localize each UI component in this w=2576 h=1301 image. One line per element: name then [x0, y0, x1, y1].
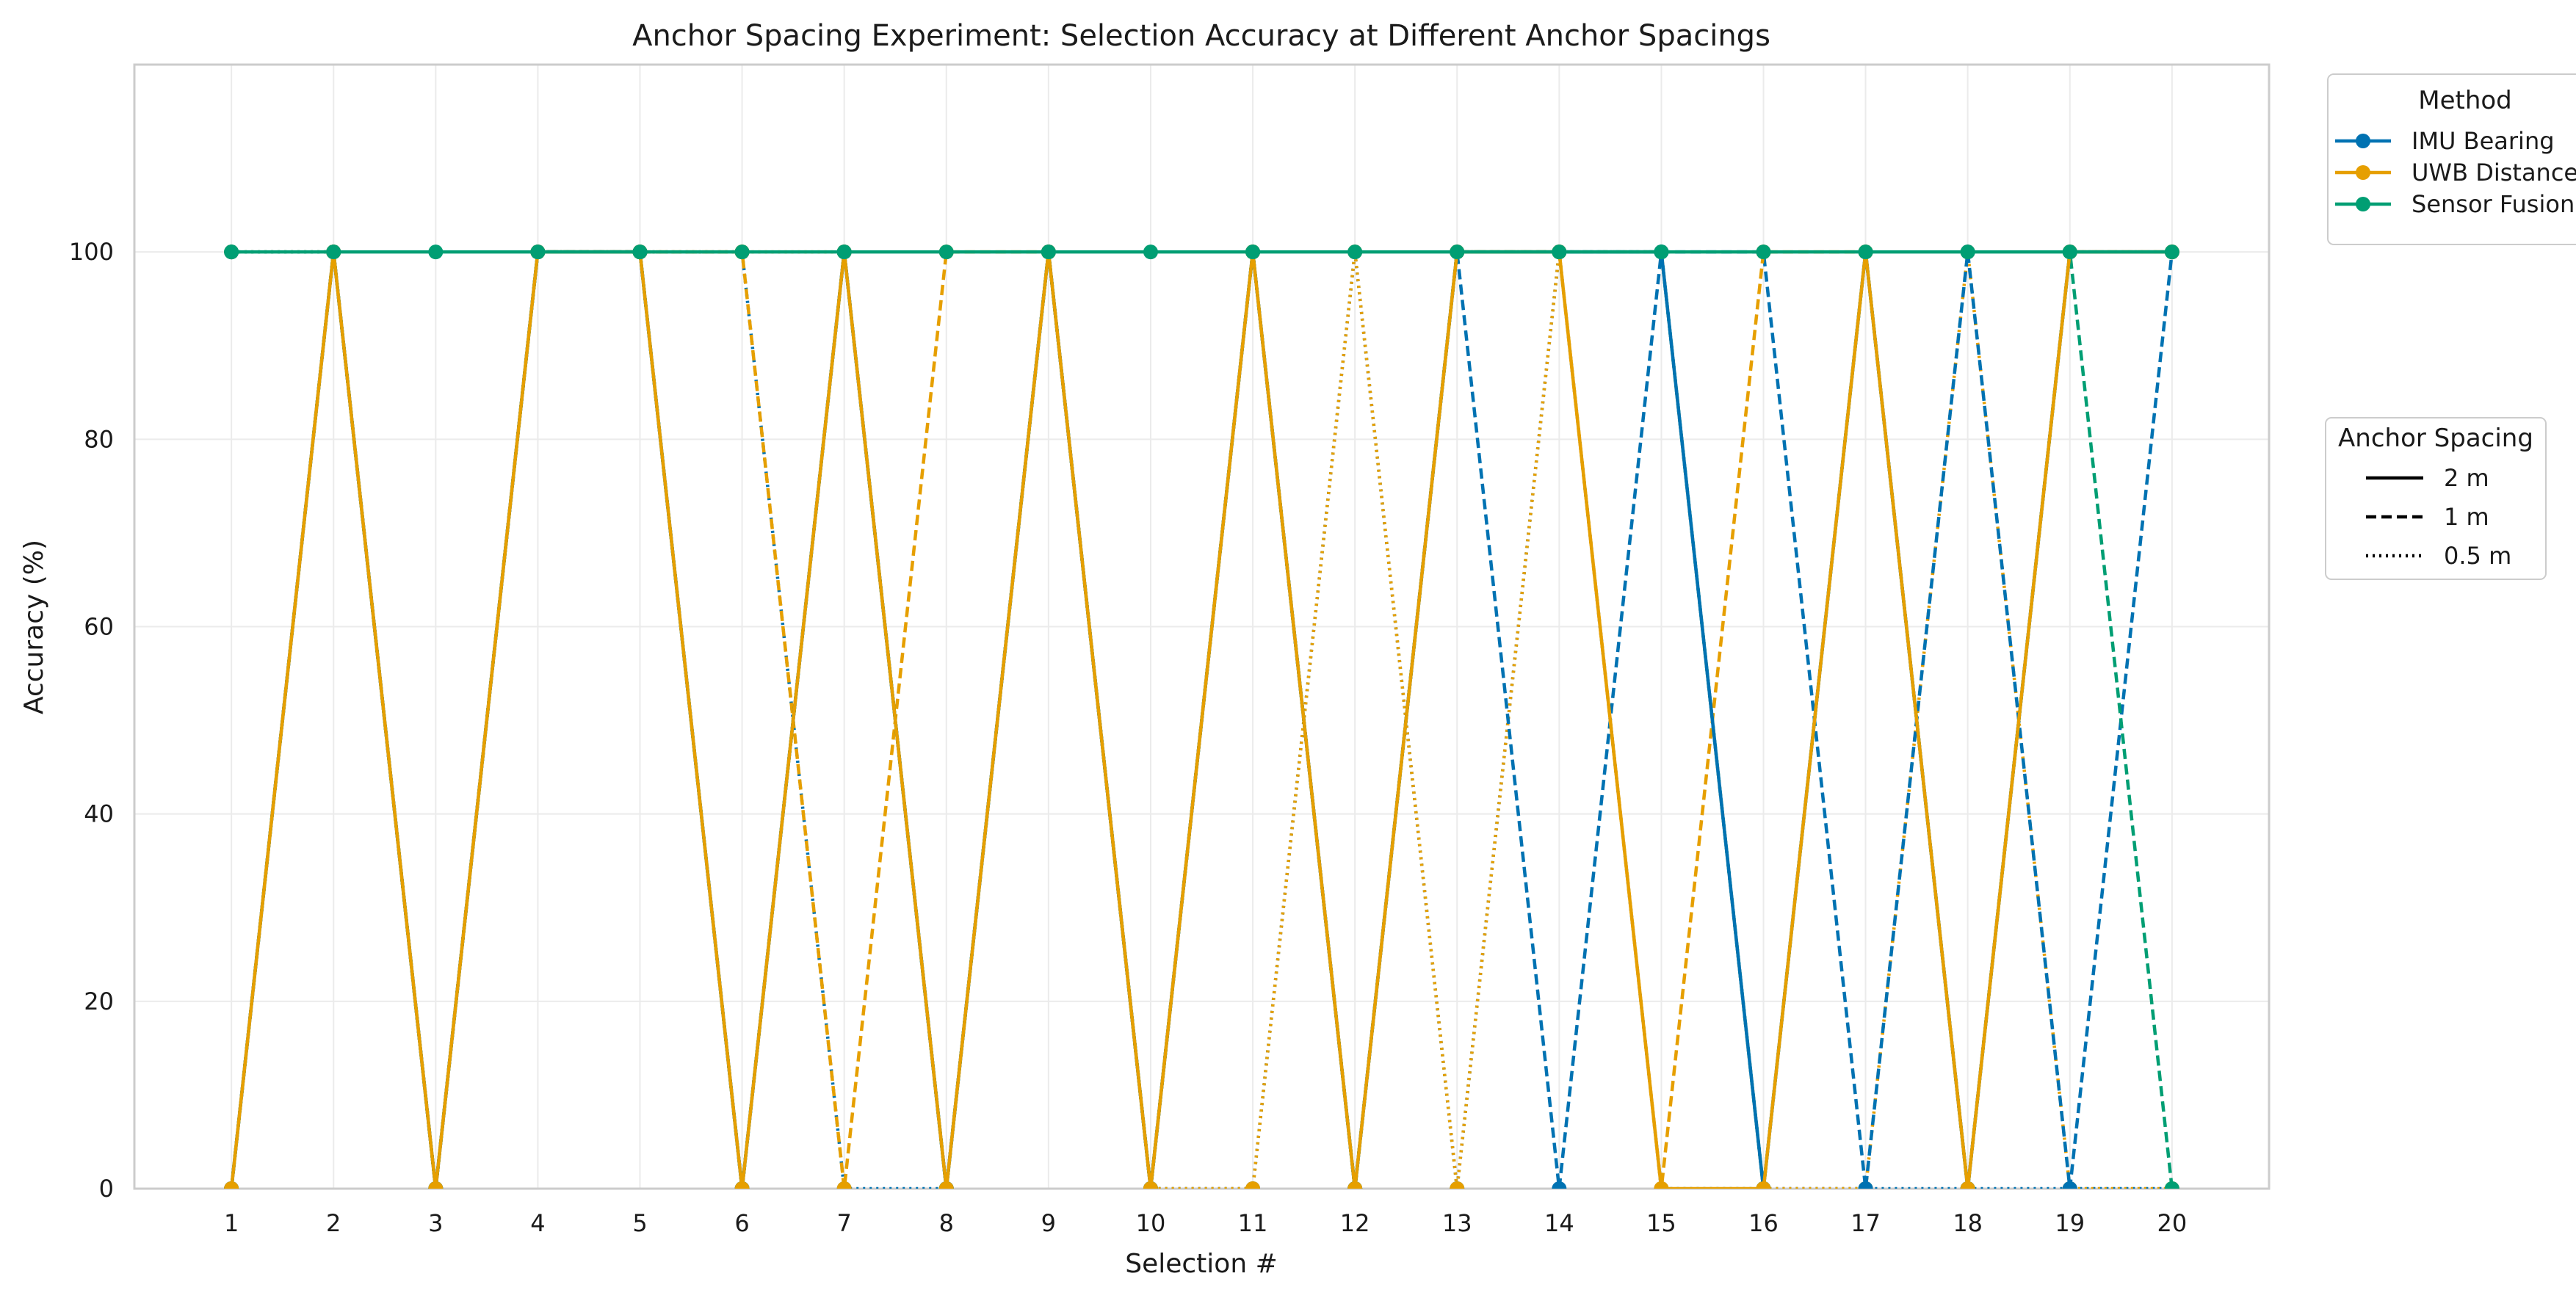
legend-label: 2 m — [2444, 464, 2489, 492]
legend-marker — [2356, 165, 2370, 180]
x-tick-label: 18 — [1953, 1209, 1983, 1237]
data-point — [326, 244, 341, 260]
data-point — [530, 244, 546, 260]
legend-label: Sensor Fusion — [2412, 190, 2575, 218]
y-tick-label: 80 — [84, 425, 114, 453]
x-tick-label: 7 — [837, 1209, 852, 1237]
y-axis-label: Accuracy (%) — [19, 540, 49, 714]
series-layer — [224, 244, 2179, 1189]
y-axis-ticks: 0 20 40 60 80 100 — [69, 238, 114, 1203]
x-tick-label: 15 — [1646, 1209, 1676, 1237]
x-tick-label: 11 — [1238, 1209, 1268, 1237]
data-point — [1756, 244, 1771, 260]
data-point — [2164, 1181, 2179, 1189]
x-tick-label: 16 — [1748, 1209, 1779, 1237]
data-point — [224, 244, 239, 260]
data-point — [938, 1181, 954, 1189]
data-point — [2164, 244, 2179, 260]
data-point — [836, 1181, 852, 1189]
y-tick-label: 0 — [99, 1175, 114, 1203]
data-point — [836, 244, 852, 260]
spacing-legend-box — [2325, 417, 2547, 580]
x-tick-label: 17 — [1850, 1209, 1881, 1237]
x-axis-label: Selection # — [1125, 1249, 1278, 1279]
y-tick-label: 40 — [84, 800, 114, 828]
spacing-legend-title: Anchor Spacing — [2338, 424, 2533, 453]
spacing-legend: 2 m 1 m 0.5 m — [2366, 464, 2511, 570]
data-point — [1143, 244, 1158, 260]
x-tick-label: 14 — [1544, 1209, 1574, 1237]
data-point — [1552, 1181, 1567, 1189]
x-tick-label: 6 — [734, 1209, 749, 1237]
data-point — [1347, 1181, 1363, 1189]
x-tick-label: 9 — [1041, 1209, 1056, 1237]
data-point — [2062, 1181, 2077, 1189]
data-point — [734, 1181, 750, 1189]
data-point — [1450, 1181, 1465, 1189]
data-point — [1552, 244, 1567, 260]
data-point — [1347, 244, 1363, 260]
method-legend: IMU Bearing UWB Distance Sensor Fusion — [2335, 127, 2576, 218]
x-tick-label: 8 — [939, 1209, 954, 1237]
data-point — [1654, 244, 1669, 260]
data-point — [1960, 244, 1975, 260]
x-tick-label: 1 — [224, 1209, 239, 1237]
data-point — [938, 244, 954, 260]
legend-marker — [2356, 197, 2370, 211]
data-point — [1245, 244, 1261, 260]
x-tick-label: 12 — [1340, 1209, 1370, 1237]
x-tick-label: 2 — [326, 1209, 341, 1237]
x-axis-ticks: 1 2 3 4 5 6 7 8 9 10 11 12 13 14 15 16 17 18 19 20 — [224, 1209, 2187, 1237]
x-tick-label: 13 — [1442, 1209, 1472, 1237]
plot-area — [133, 63, 2271, 1190]
data-point — [1143, 1181, 1158, 1189]
legend-label: IMU Bearing — [2412, 127, 2555, 155]
x-tick-label: 19 — [2055, 1209, 2085, 1237]
chart-title: Anchor Spacing Experiment: Selection Acc… — [632, 19, 1770, 53]
data-point — [224, 1181, 239, 1189]
x-tick-label: 3 — [428, 1209, 443, 1237]
data-point — [734, 244, 750, 260]
x-tick-label: 4 — [530, 1209, 545, 1237]
data-point — [1041, 244, 1056, 260]
x-tick-label: 10 — [1136, 1209, 1166, 1237]
legend-label: UWB Distance — [2412, 159, 2576, 186]
data-point — [1756, 1181, 1771, 1189]
y-tick-label: 100 — [69, 238, 114, 266]
data-point — [1450, 244, 1465, 260]
data-point — [428, 244, 444, 260]
method-legend-box — [2327, 73, 2576, 245]
legend-marker — [2356, 134, 2370, 148]
data-point — [428, 1181, 444, 1189]
method-legend-title: Method — [2418, 86, 2512, 115]
data-point — [632, 244, 648, 260]
legend-label: 1 m — [2444, 503, 2489, 531]
data-point — [2062, 244, 2077, 260]
data-point — [1245, 1181, 1261, 1189]
data-point — [1960, 1181, 1975, 1189]
data-point — [1858, 244, 1873, 260]
x-tick-label: 5 — [632, 1209, 647, 1237]
data-point — [1858, 1181, 1873, 1189]
y-tick-label: 60 — [84, 613, 114, 641]
x-tick-label: 20 — [2157, 1209, 2188, 1237]
legend-label: 0.5 m — [2444, 542, 2511, 570]
data-point — [1654, 1181, 1669, 1189]
y-tick-label: 20 — [84, 987, 114, 1015]
